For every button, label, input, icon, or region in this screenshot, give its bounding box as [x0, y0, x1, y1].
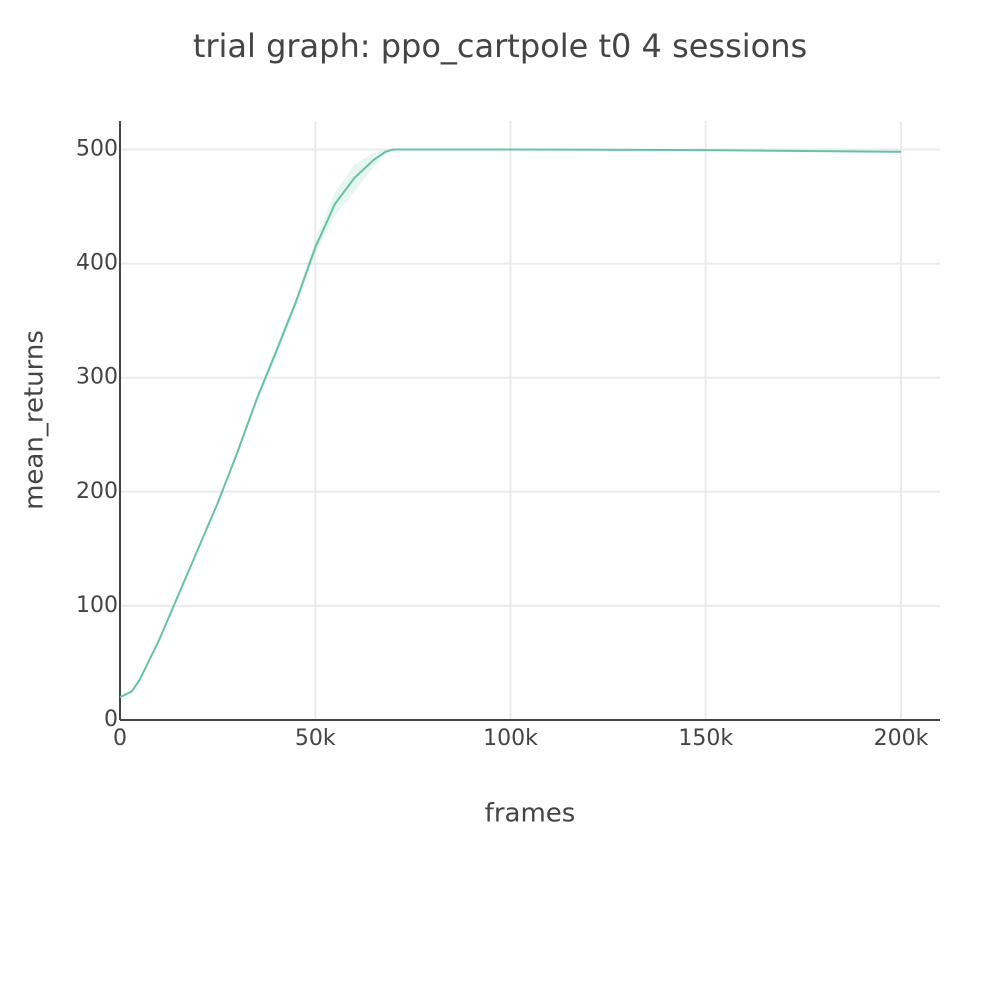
y-axis-title: mean_returns: [20, 330, 50, 510]
x-tick-label: 100k: [483, 726, 538, 751]
y-tick-label: 100: [76, 593, 118, 618]
line: [119, 148, 901, 699]
x-tick-label: 150k: [678, 726, 733, 751]
y-tick-label: 400: [76, 251, 118, 276]
y-tick-label: 0: [104, 707, 118, 732]
x-tick-label: 200k: [874, 726, 929, 751]
x-tick-label: 0: [113, 726, 127, 751]
y-tick-label: 500: [76, 137, 118, 162]
x-tick-label: 50k: [295, 726, 336, 751]
y-tick-label: 300: [76, 365, 118, 390]
y-tick-label: 200: [76, 479, 118, 504]
chart-title: trial graph: ppo_cartpole t0 4 sessions: [193, 27, 807, 65]
x-axis-title: frames: [485, 799, 576, 829]
